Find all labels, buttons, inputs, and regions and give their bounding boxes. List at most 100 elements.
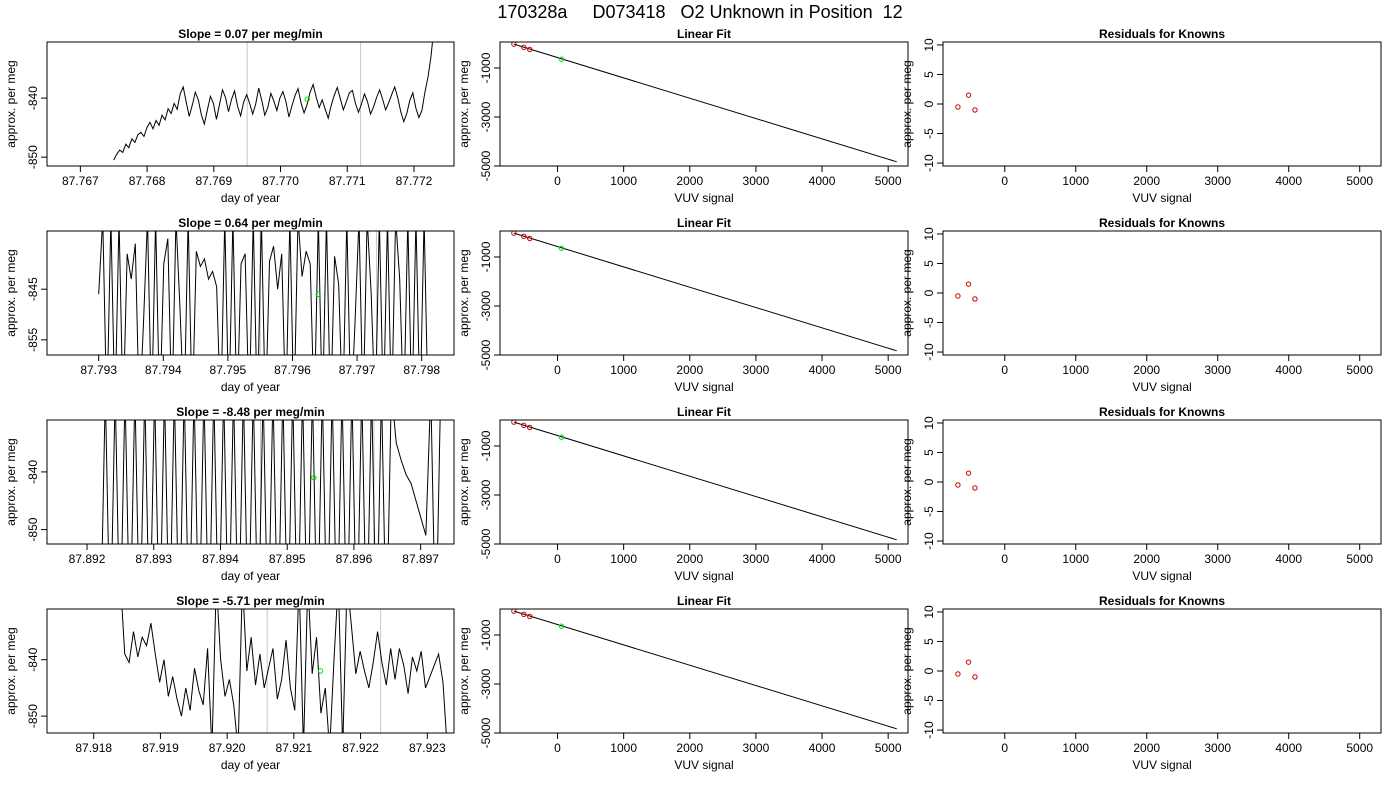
residual-point (965, 659, 972, 665)
y-axis-label: approx. per meg (900, 438, 914, 525)
y-tick-label: -1000 (479, 52, 493, 83)
x-tick-label: 5000 (875, 741, 902, 755)
panel-title: Slope = -5.71 per meg/min (176, 594, 324, 608)
x-tick-label: 0 (1001, 363, 1008, 377)
x-tick-label: 4000 (809, 174, 836, 188)
x-tick-label: 87.892 (69, 552, 106, 566)
x-tick-label: 0 (1001, 552, 1008, 566)
plot-frame (46, 230, 455, 356)
x-tick-label: 87.920 (209, 741, 246, 755)
plot-area (511, 420, 897, 541)
known-point (511, 609, 517, 614)
x-tick-label: 87.770 (262, 174, 299, 188)
x-tick-label: 1000 (1062, 552, 1089, 566)
y-tick-label: -5000 (479, 528, 493, 559)
known-point (511, 42, 517, 47)
x-tick-label: 1000 (610, 174, 637, 188)
x-tick-label: 2000 (1133, 363, 1160, 377)
x-tick-label: 5000 (875, 552, 902, 566)
residuals-panel: Residuals for Knowns 0 1000 2000 3000 4000 500… (900, 594, 1382, 772)
y-tick-label: 5 (922, 449, 936, 456)
x-tick-label: 2000 (1133, 552, 1160, 566)
unknown-point (311, 474, 317, 481)
plot-frame (499, 230, 909, 356)
plot-area (511, 42, 897, 163)
y-tick-label: -5000 (479, 339, 493, 370)
known-point (521, 422, 527, 429)
y-tick-label: -3000 (479, 290, 493, 321)
panel-title: Residuals for Knowns (1099, 405, 1225, 419)
y-axis-label: approx. per meg (457, 60, 471, 147)
plot-frame (46, 608, 455, 734)
time-series-panel: Slope = 0.64 per meg/min 87.793 87.794 87.7… (4, 216, 455, 394)
panel-title: Slope = -8.48 per meg/min (176, 405, 324, 419)
panel-title: Linear Fit (677, 405, 731, 419)
residual-point (972, 485, 978, 491)
known-point (527, 613, 533, 620)
plot-frame (46, 41, 455, 167)
known-point (511, 420, 517, 425)
x-tick-label: 87.768 (129, 174, 166, 188)
x-axis-label: VUV signal (1132, 758, 1191, 772)
y-tick-label: 0 (922, 289, 936, 296)
y-tick-label: -840 (26, 647, 40, 671)
residual-point (972, 296, 978, 302)
y-tick-label: -840 (26, 86, 40, 110)
y-tick-label: -850 (26, 145, 40, 169)
x-tick-label: 87.923 (409, 741, 446, 755)
fit-line (513, 610, 897, 730)
residual-point (972, 674, 978, 680)
x-axis-label: VUV signal (674, 380, 733, 394)
x-tick-label: 0 (554, 552, 561, 566)
x-tick-label: 87.897 (402, 552, 439, 566)
y-axis-label: approx. per meg (457, 249, 471, 336)
x-tick-label: 5000 (875, 363, 902, 377)
panel-title: Slope = 0.64 per meg/min (178, 216, 322, 230)
signal-trace (113, 42, 433, 161)
y-tick-label: -850 (26, 704, 40, 728)
x-tick-label: 0 (1001, 174, 1008, 188)
panel-title: Linear Fit (677, 27, 731, 41)
x-tick-label: 87.769 (195, 174, 232, 188)
x-tick-label: 5000 (1346, 174, 1373, 188)
x-axis-label: VUV signal (1132, 380, 1191, 394)
x-tick-label: 87.772 (396, 174, 433, 188)
x-axis-label: day of year (221, 569, 280, 583)
x-tick-label: 87.798 (403, 363, 440, 377)
y-tick-label: -5000 (479, 717, 493, 748)
y-tick-label: 0 (922, 478, 936, 485)
y-axis-label: approx. per meg (4, 60, 18, 147)
x-axis-label: day of year (221, 191, 280, 205)
known-point (527, 46, 533, 53)
y-tick-label: -1000 (479, 619, 493, 650)
x-tick-label: 3000 (743, 741, 770, 755)
x-tick-label: 5000 (875, 174, 902, 188)
y-tick-label: -3000 (479, 101, 493, 132)
plot-frame (499, 608, 909, 734)
residuals-panel: Residuals for Knowns 0 1000 2000 3000 4000 500… (900, 27, 1382, 205)
x-tick-label: 2000 (676, 741, 703, 755)
fit-line (513, 232, 897, 352)
x-tick-label: 4000 (1275, 741, 1302, 755)
y-tick-label: 5 (922, 260, 936, 267)
plot-area (955, 92, 978, 113)
plot-frame (942, 419, 1382, 545)
plot-frame (942, 608, 1382, 734)
plot-frame (46, 419, 455, 545)
unknown-point (317, 668, 324, 674)
time-series-panel: Slope = -5.71 per meg/min 87.918 87.919 87.… (4, 594, 455, 772)
linear-fit-panel: Linear Fit 0 1000 2000 3000 4000 5000 -1000 -300… (457, 216, 909, 394)
known-point (521, 233, 527, 240)
known-point (511, 231, 517, 236)
x-tick-label: 4000 (809, 741, 836, 755)
y-axis-label: approx. per meg (900, 627, 914, 714)
linear-fit-panel: Linear Fit 0 1000 2000 3000 4000 5000 -1000 -300… (457, 594, 909, 772)
y-tick-label: -1000 (479, 430, 493, 461)
panel-title: Residuals for Knowns (1099, 27, 1225, 41)
x-tick-label: 3000 (1204, 741, 1231, 755)
x-axis-label: day of year (221, 380, 280, 394)
x-axis-label: VUV signal (674, 569, 733, 583)
residual-point (955, 104, 961, 110)
residuals-panel: Residuals for Knowns 0 1000 2000 3000 4000 500… (900, 216, 1382, 394)
x-tick-label: 87.918 (75, 741, 112, 755)
